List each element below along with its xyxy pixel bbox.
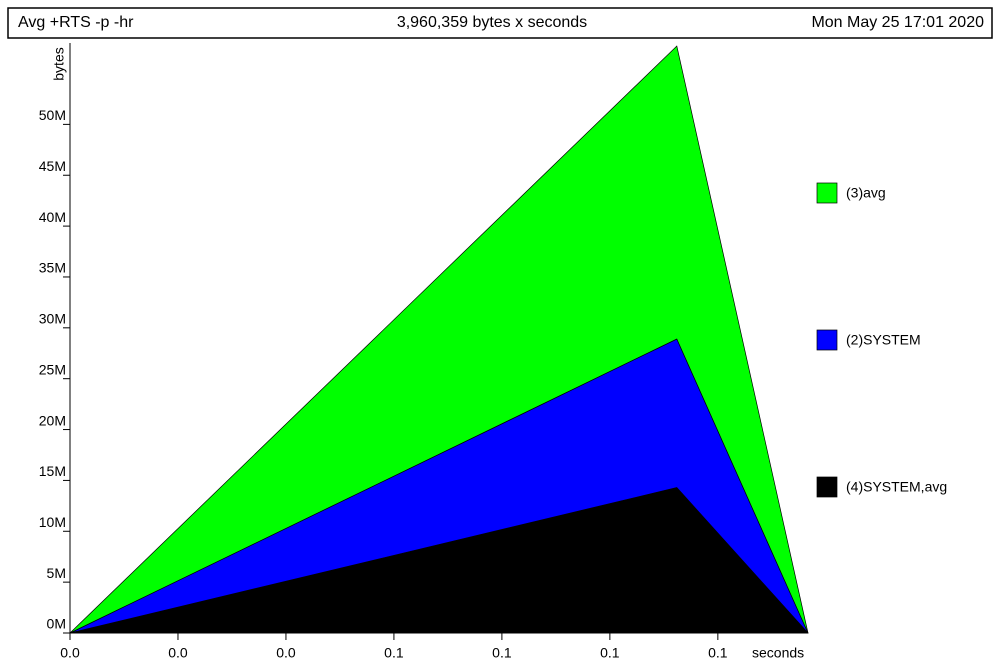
x-tick-label: 0.0 (60, 645, 80, 661)
y-tick-label: 20M (39, 412, 66, 428)
legend-swatch (816, 329, 838, 351)
x-tick-label: 0.1 (492, 645, 512, 661)
y-tick-label: 15M (39, 463, 66, 479)
y-tick-label: 25M (39, 361, 66, 377)
legend-swatch (816, 476, 838, 498)
chart-date: Mon May 25 17:01 2020 (811, 14, 984, 31)
y-tick-label: 30M (39, 311, 66, 327)
y-tick-label: 5M (47, 565, 66, 581)
chart-subtitle: 3,960,359 bytes x seconds (397, 14, 587, 31)
header-box (7, 7, 993, 39)
y-tick-label: 35M (39, 260, 66, 276)
x-tick-label: 0.1 (708, 645, 728, 661)
legend-label: (4)SYSTEM,avg (846, 479, 947, 495)
x-axis-label: seconds (752, 645, 804, 661)
y-tick-label: 40M (39, 209, 66, 225)
chart-title: Avg +RTS -p -hr (18, 14, 134, 31)
x-tick-label: 0.0 (276, 645, 296, 661)
y-tick-label: 45M (39, 158, 66, 174)
legend-swatch (816, 182, 838, 204)
x-tick-label: 0.1 (384, 645, 404, 661)
y-tick-label: 10M (39, 514, 66, 530)
y-tick-label: 0M (47, 616, 66, 632)
x-tick-label: 0.0 (168, 645, 188, 661)
x-tick-label: 0.1 (600, 645, 620, 661)
y-tick-label: 50M (39, 107, 66, 123)
y-axis-label: bytes (51, 47, 67, 80)
plot-area (69, 45, 809, 634)
legend-label: (3)avg (846, 185, 886, 201)
legend-label: (2)SYSTEM (846, 332, 921, 348)
